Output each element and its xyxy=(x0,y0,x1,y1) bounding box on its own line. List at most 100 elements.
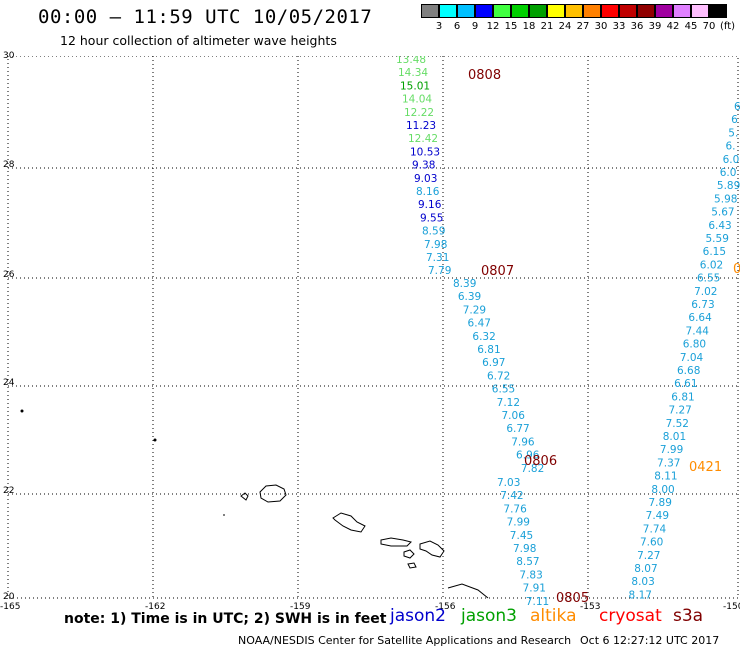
wave-height-value: 6.64 xyxy=(688,312,712,324)
credit-line: NOAA/NESDIS Center for Satellite Applica… xyxy=(238,634,572,647)
pass-time-label: 0807 xyxy=(481,264,514,279)
wave-height-value: 7.31 xyxy=(426,252,449,264)
colorbar-swatch xyxy=(619,4,637,18)
wave-height-value: 8.17 xyxy=(629,589,652,601)
wave-height-value: 7.52 xyxy=(666,418,689,430)
wave-height-value: 7.99 xyxy=(507,517,530,529)
wave-height-value: 8.11 xyxy=(654,471,677,483)
wave-height-value: 9.03 xyxy=(414,173,437,185)
island-molokai xyxy=(380,537,412,547)
wave-height-value: 7.82 xyxy=(521,463,544,475)
wave-height-value: 6.73 xyxy=(691,299,714,311)
wave-height-value: 7.04 xyxy=(680,352,704,364)
colorbar-swatch xyxy=(673,4,691,18)
wave-height-value: 7.12 xyxy=(497,397,520,409)
wave-height-value: 8.39 xyxy=(453,278,476,290)
wave-height-value: 7.02 xyxy=(694,286,717,298)
wave-height-value: 6.97 xyxy=(482,357,505,369)
wave-height-value: 7.89 xyxy=(649,497,672,509)
wave-height-value: 8.03 xyxy=(631,576,654,588)
colorbar-swatch xyxy=(457,4,475,18)
colorbar-tick-label: 18 xyxy=(522,21,536,32)
colorbar-tick-label: 70 xyxy=(702,21,716,32)
colorbar-swatch xyxy=(637,4,655,18)
wave-height-value: 6.55 xyxy=(697,273,720,285)
colorbar-tick-label: 45 xyxy=(684,21,698,32)
colorbar-unit: (ft) xyxy=(720,21,736,32)
wave-height-value: 5.89 xyxy=(717,180,740,192)
map-title: 00:00 – 11:59 UTC 10/05/2017 xyxy=(38,6,373,28)
pass-time-label-clipped: 0 xyxy=(733,262,740,277)
wave-height-value: 6.55 xyxy=(492,384,515,396)
colorbar-tick-label: 27 xyxy=(576,21,590,32)
colorbar-swatch xyxy=(547,4,565,18)
wave-height-value: 7.96 xyxy=(511,436,535,448)
wave-height-value: 7.03 xyxy=(497,477,520,489)
legend-altika: altika xyxy=(530,606,577,626)
colorbar-tick-label: 12 xyxy=(486,21,500,32)
map-area: 13.48 14.34 15.01 14.04 12.22 11.23 12.42 10.53… xyxy=(0,56,740,606)
wave-height-value: 6.68 xyxy=(677,365,700,377)
colorbar-tick-label: 3 xyxy=(435,21,443,32)
island-oahu xyxy=(332,512,366,533)
island-hawaii xyxy=(447,583,489,599)
colorbar-swatch xyxy=(709,4,727,18)
wave-height-value: 7.37 xyxy=(657,457,680,469)
wave-height-value: 7.98 xyxy=(424,239,447,251)
wave-height-value: 6 xyxy=(731,114,738,126)
wave-height-value: 13.48 xyxy=(396,56,426,66)
wave-height-value: 7.27 xyxy=(668,405,691,417)
island-dot xyxy=(20,409,24,413)
colorbar-swatch xyxy=(475,4,493,18)
wave-height-value: 7.76 xyxy=(503,503,527,515)
wave-height-value: 6.0 xyxy=(723,154,740,166)
wave-height-value: 8.59 xyxy=(422,226,445,238)
wave-height-value: 5.59 xyxy=(706,233,729,245)
hawaiian-islands xyxy=(20,409,489,599)
wave-height-value: 9.38 xyxy=(412,160,435,172)
wave-height-value: 14.04 xyxy=(402,94,432,106)
wave-height-value: 6.77 xyxy=(506,423,529,435)
wave-height-value: 12.22 xyxy=(404,107,434,119)
colorbar-swatch xyxy=(421,4,439,18)
colorbar-tick-label: 39 xyxy=(648,21,662,32)
wave-height-value: 6.15 xyxy=(703,246,726,258)
wave-height-value: 8.07 xyxy=(634,563,657,575)
colorbar-swatch xyxy=(529,4,547,18)
island-lanai xyxy=(403,549,415,559)
legend-s3a: s3a xyxy=(673,606,704,626)
wave-height-value: 6.02 xyxy=(700,259,723,271)
wave-height-value: 7.06 xyxy=(502,410,526,422)
wave-height-value: 5. xyxy=(728,127,738,139)
legend-jason3: jason3 xyxy=(461,606,517,626)
island-kauai xyxy=(259,484,287,503)
footer-note: note: 1) Time is in UTC; 2) SWH is in fe… xyxy=(64,611,387,627)
island-kahoolawe xyxy=(407,562,417,569)
colorbar-swatch xyxy=(583,4,601,18)
wave-height-value: 7.42 xyxy=(500,490,523,502)
wave-height-value: 7.60 xyxy=(640,537,663,549)
wave-height-value: 5.98 xyxy=(714,193,737,205)
generation-timestamp: Oct 6 12:27:12 UTC 2017 xyxy=(580,634,720,647)
wave-height-value: 6.81 xyxy=(477,344,500,356)
wave-height-value: 8.00 xyxy=(651,484,674,496)
wave-height-value: 6.96 xyxy=(516,450,540,462)
wave-height-value: 10.53 xyxy=(410,146,440,158)
wave-height-value: 7.83 xyxy=(519,569,542,581)
pass-time-label: 0806 xyxy=(524,454,557,469)
colorbar-tick-label: 24 xyxy=(558,21,572,32)
colorbar-tick-label: 6 xyxy=(453,21,461,32)
pass-time-label: 0805 xyxy=(556,591,589,606)
wave-height-value: 6.81 xyxy=(671,391,694,403)
wave-height-value: 7.74 xyxy=(643,523,667,535)
colorbar-swatch xyxy=(601,4,619,18)
wave-height-value: 6 xyxy=(734,101,740,113)
map-subtitle: 12 hour collection of altimeter wave hei… xyxy=(60,33,337,48)
wave-height-value: 12.42 xyxy=(408,133,438,145)
wave-height-value: 7.99 xyxy=(660,444,683,456)
colorbar-tick-label: 30 xyxy=(594,21,608,32)
wave-height-value: 5.67 xyxy=(711,207,734,219)
pass-time-label: 0421 xyxy=(689,460,722,475)
wave-height-value: 6.32 xyxy=(472,331,495,343)
